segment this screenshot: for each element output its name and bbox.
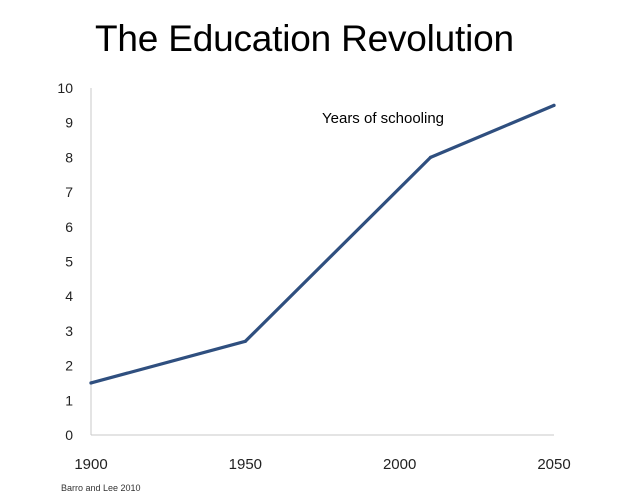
x-axis-ticks: 1900 1950 2000 2050	[74, 456, 570, 473]
y-tick-label: 3	[65, 323, 73, 339]
x-tick-label: 1900	[74, 456, 107, 473]
y-tick-label: 4	[65, 288, 73, 304]
y-tick-label: 0	[65, 427, 73, 443]
series-line-years-of-schooling	[89, 103, 556, 385]
data-point	[552, 103, 556, 107]
x-tick-label: 2050	[537, 456, 570, 473]
y-tick-label: 2	[65, 358, 73, 374]
y-tick-label: 8	[65, 149, 73, 165]
source-note: Barro and Lee 2010	[61, 483, 141, 493]
x-tick-label: 2000	[383, 456, 416, 473]
y-tick-label: 7	[65, 184, 73, 200]
chart-series	[89, 103, 556, 385]
y-tick-label: 10	[57, 80, 73, 96]
chart-axes	[90, 88, 554, 436]
y-tick-label: 6	[65, 219, 73, 235]
y-tick-label: 1	[65, 392, 73, 408]
y-tick-label: 5	[65, 254, 73, 270]
data-point	[428, 155, 433, 159]
chart-title: The Education Revolution	[95, 18, 514, 59]
y-tick-label: 9	[65, 115, 73, 131]
x-tick-label: 1950	[229, 456, 262, 473]
y-axis-ticks: 0 1 2 3 4 5 6 7 8 9 10	[57, 80, 73, 443]
data-point	[243, 339, 247, 343]
series-annotation: Years of schooling	[322, 110, 444, 127]
data-point	[89, 381, 93, 385]
